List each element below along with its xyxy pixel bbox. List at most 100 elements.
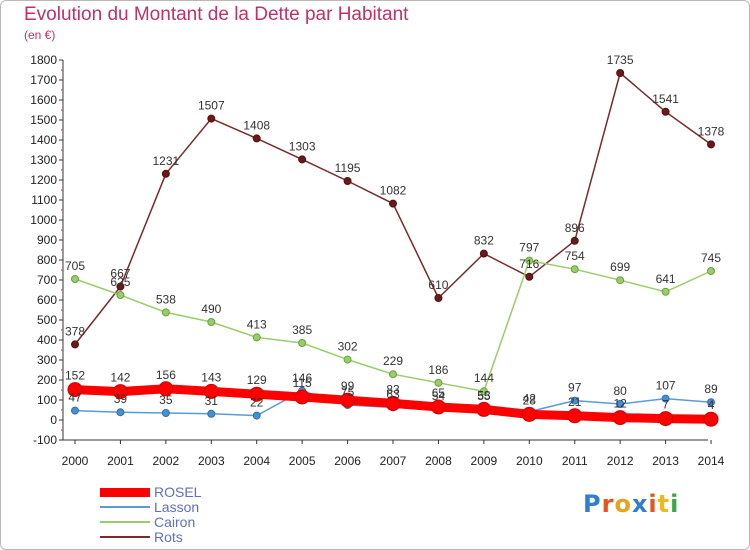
data-point-rots <box>434 294 443 302</box>
data-point-rots <box>116 282 125 291</box>
legend: ROSEL Lasson Cairon Rots <box>100 485 300 545</box>
x-tick-label: 2004 <box>243 454 270 468</box>
x-tick-label: 2011 <box>562 454 588 468</box>
data-label-lasson: 75 <box>341 385 355 399</box>
data-point-rots <box>707 140 716 149</box>
data-point-cairon <box>661 287 670 296</box>
data-point-cairon <box>207 318 216 326</box>
data-label-lasson: 35 <box>159 393 173 407</box>
data-label-rosel: 12 <box>613 397 627 411</box>
data-label-cairon: 490 <box>201 302 221 316</box>
data-point-rots <box>525 272 534 281</box>
logo-letter: P <box>583 490 602 518</box>
y-tick-label: 1300 <box>30 153 57 167</box>
data-label-rosel: 152 <box>65 369 85 383</box>
data-label-rosel: 83 <box>386 382 400 396</box>
x-tick-label: 2013 <box>652 454 679 468</box>
logo-letter: i <box>648 490 658 518</box>
legend-item-lasson: Lasson <box>100 500 300 515</box>
data-label-cairon: 625 <box>110 275 130 289</box>
data-point-rots <box>71 340 79 349</box>
data-label-rots: 378 <box>65 324 85 338</box>
data-point-rots <box>479 249 488 258</box>
data-point-rosel <box>521 406 537 422</box>
data-point-rots <box>298 155 307 164</box>
data-label-rosel: 156 <box>156 368 176 382</box>
data-label-cairon: 302 <box>338 340 358 354</box>
data-label-cairon: 229 <box>383 354 403 368</box>
y-tick-label: 800 <box>37 253 57 267</box>
data-label-rosel: 53 <box>477 388 491 402</box>
data-point-cairon <box>570 265 579 274</box>
y-tick-label: 1000 <box>30 213 57 227</box>
logo-letter: i <box>670 490 680 518</box>
data-label-rots: 1303 <box>289 139 316 153</box>
data-label-cairon: 705 <box>65 259 85 273</box>
data-point-rosel <box>567 408 583 424</box>
data-point-rots <box>161 169 170 178</box>
data-label-rosel: 7 <box>662 398 669 412</box>
data-point-cairon <box>161 308 170 317</box>
data-point-cairon <box>707 267 716 275</box>
data-label-cairon: 144 <box>474 371 494 385</box>
legend-swatch-lasson <box>100 506 150 508</box>
data-label-lasson: 63 <box>386 387 400 401</box>
data-label-cairon: 413 <box>247 317 267 331</box>
data-point-rosel <box>158 381 174 397</box>
chart-subtitle: (en €) <box>24 28 56 42</box>
data-label-rosel: 129 <box>247 373 267 387</box>
legend-swatch-rosel <box>100 488 150 497</box>
y-tick-label: 500 <box>37 313 57 327</box>
data-label-rots: 832 <box>474 234 494 248</box>
logo-letter: t <box>657 490 671 518</box>
y-tick-label: 700 <box>37 273 57 287</box>
data-label-cairon: 385 <box>292 323 312 337</box>
data-label-rosel: 142 <box>110 371 130 385</box>
legend-item-cairon: Cairon <box>100 515 300 530</box>
data-label-cairon: 699 <box>610 260 630 274</box>
logo-letter: x <box>631 490 649 518</box>
data-point-lasson <box>71 406 79 415</box>
data-point-cairon <box>616 276 625 285</box>
data-point-rosel <box>476 401 492 417</box>
data-point-lasson <box>161 409 170 417</box>
data-label-rosel: 115 <box>293 376 312 390</box>
data-label-lasson: 80 <box>613 384 627 398</box>
y-tick-label: 1200 <box>30 173 57 187</box>
data-label-lasson: 97 <box>568 381 582 395</box>
data-point-rosel <box>203 383 219 399</box>
y-tick-label: 400 <box>37 333 57 347</box>
x-tick-label: 2006 <box>334 454 361 468</box>
data-point-lasson <box>252 411 261 420</box>
data-label-rosel: 143 <box>201 370 221 384</box>
legend-item-rots: Rots <box>100 530 300 545</box>
data-label-cairon: 641 <box>656 272 676 286</box>
data-point-rosel <box>703 411 719 427</box>
data-label-rots: 1408 <box>243 118 270 132</box>
data-label-rots: 716 <box>519 257 539 271</box>
x-tick-label: 2000 <box>62 454 89 468</box>
data-label-rots: 667 <box>110 267 130 281</box>
data-label-lasson: 22 <box>250 396 264 410</box>
data-point-lasson <box>570 396 579 405</box>
data-label-rots: 1507 <box>198 99 225 113</box>
proxiti-logo: Proxiti <box>583 490 679 518</box>
data-label-rots: 1231 <box>153 154 180 168</box>
data-point-rosel <box>67 382 83 398</box>
x-tick-label: 2007 <box>380 454 407 468</box>
data-point-lasson <box>116 408 125 417</box>
data-point-rosel <box>340 392 356 408</box>
data-label-lasson: 146 <box>292 371 312 385</box>
y-tick-label: 600 <box>37 293 57 307</box>
data-point-rots <box>661 107 670 116</box>
y-tick-label: 1600 <box>30 93 57 107</box>
data-point-cairon <box>434 378 443 387</box>
data-label-rots: 1541 <box>652 92 679 106</box>
data-label-rots: 896 <box>565 221 585 235</box>
x-tick-label: 2009 <box>471 454 498 468</box>
data-point-rots <box>207 114 216 123</box>
y-tick-label: 1400 <box>30 133 57 147</box>
data-point-cairon <box>71 275 79 283</box>
y-tick-label: 200 <box>37 373 57 387</box>
